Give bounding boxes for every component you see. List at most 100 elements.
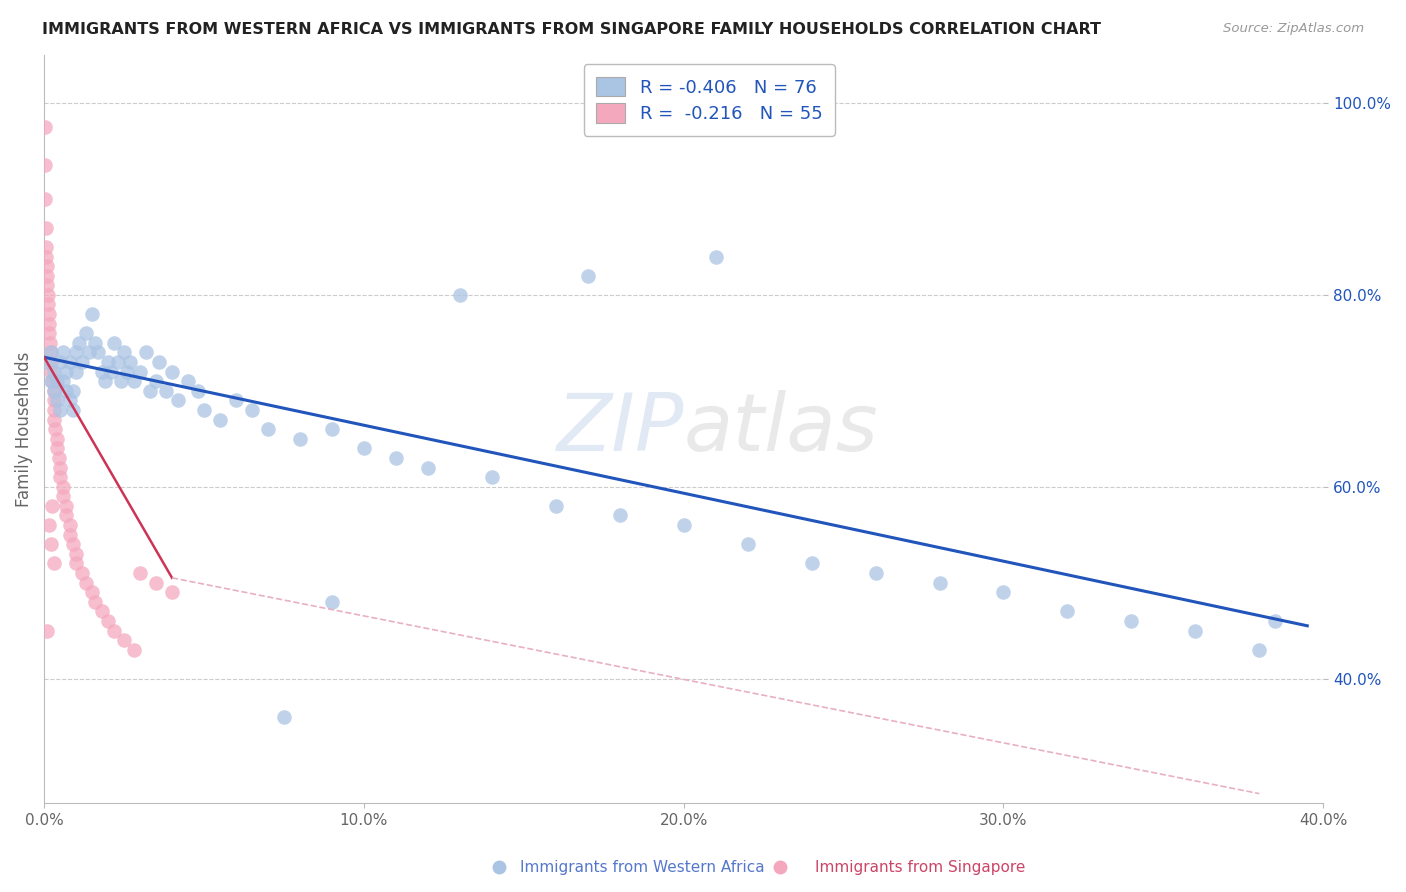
Point xyxy=(59,355,82,369)
Point xyxy=(45,442,67,456)
Point xyxy=(90,604,112,618)
Point xyxy=(1184,624,1206,638)
Point xyxy=(609,508,631,523)
Point xyxy=(37,355,59,369)
Point xyxy=(122,374,145,388)
Point xyxy=(167,393,190,408)
Point xyxy=(35,259,58,273)
Point xyxy=(865,566,887,580)
Point xyxy=(35,250,58,264)
Point xyxy=(145,374,167,388)
Point xyxy=(129,566,152,580)
Point xyxy=(160,585,183,599)
Point xyxy=(52,374,75,388)
Point xyxy=(187,384,209,398)
Point xyxy=(65,365,87,379)
Point xyxy=(321,595,343,609)
Point xyxy=(177,374,200,388)
Point xyxy=(1264,614,1286,628)
Point xyxy=(117,365,139,379)
Point xyxy=(35,220,58,235)
Point xyxy=(240,403,263,417)
Point xyxy=(37,288,59,302)
Point xyxy=(138,384,160,398)
Point xyxy=(449,288,471,302)
Text: IMMIGRANTS FROM WESTERN AFRICA VS IMMIGRANTS FROM SINGAPORE FAMILY HOUSEHOLDS CO: IMMIGRANTS FROM WESTERN AFRICA VS IMMIGR… xyxy=(42,22,1101,37)
Text: Source: ZipAtlas.com: Source: ZipAtlas.com xyxy=(1223,22,1364,36)
Point xyxy=(59,518,82,533)
Point xyxy=(576,268,599,283)
Point xyxy=(97,355,120,369)
Point xyxy=(800,557,823,571)
Point xyxy=(52,480,75,494)
Point xyxy=(55,508,77,523)
Point xyxy=(84,335,107,350)
Point xyxy=(77,345,100,359)
Point xyxy=(55,499,77,513)
Point xyxy=(148,355,170,369)
Point xyxy=(42,384,65,398)
Point xyxy=(1121,614,1143,628)
Point xyxy=(155,384,177,398)
Point xyxy=(416,460,439,475)
Point xyxy=(112,345,135,359)
Point xyxy=(72,355,94,369)
Point xyxy=(49,403,72,417)
Point xyxy=(129,365,152,379)
Point xyxy=(160,365,183,379)
Point xyxy=(62,537,84,551)
Point xyxy=(225,393,247,408)
Point xyxy=(737,537,759,551)
Point xyxy=(75,326,97,341)
Point xyxy=(544,499,567,513)
Point xyxy=(103,335,125,350)
Point xyxy=(45,393,67,408)
Point xyxy=(72,566,94,580)
Point xyxy=(42,393,65,408)
Point xyxy=(321,422,343,436)
Point xyxy=(84,595,107,609)
Point xyxy=(37,278,59,293)
Point xyxy=(34,120,56,134)
Point xyxy=(65,557,87,571)
Point xyxy=(1249,642,1271,657)
Point xyxy=(55,384,77,398)
Point xyxy=(37,624,59,638)
Point xyxy=(80,307,103,321)
Point xyxy=(41,374,63,388)
Point xyxy=(62,403,84,417)
Point xyxy=(481,470,503,484)
Point xyxy=(44,422,66,436)
Point xyxy=(65,547,87,561)
Point xyxy=(38,335,60,350)
Point xyxy=(208,412,231,426)
Point xyxy=(120,355,142,369)
Point xyxy=(45,432,67,446)
Point xyxy=(993,585,1015,599)
Point xyxy=(55,365,77,379)
Point xyxy=(67,335,90,350)
Point xyxy=(385,450,408,465)
Point xyxy=(34,192,56,206)
Point xyxy=(59,527,82,541)
Text: Immigrants from Western Africa: Immigrants from Western Africa xyxy=(520,860,765,874)
Point xyxy=(44,412,66,426)
Point xyxy=(39,537,62,551)
Point xyxy=(135,345,157,359)
Point xyxy=(49,355,72,369)
Point xyxy=(90,365,112,379)
Point xyxy=(49,460,72,475)
Point xyxy=(97,614,120,628)
Point xyxy=(122,642,145,657)
Point xyxy=(193,403,215,417)
Point xyxy=(928,575,950,590)
Point xyxy=(145,575,167,590)
Y-axis label: Family Households: Family Households xyxy=(15,351,32,507)
Point xyxy=(59,393,82,408)
Point xyxy=(273,710,295,724)
Point xyxy=(34,158,56,172)
Point xyxy=(288,432,311,446)
Point xyxy=(42,403,65,417)
Point xyxy=(75,575,97,590)
Point xyxy=(45,374,67,388)
